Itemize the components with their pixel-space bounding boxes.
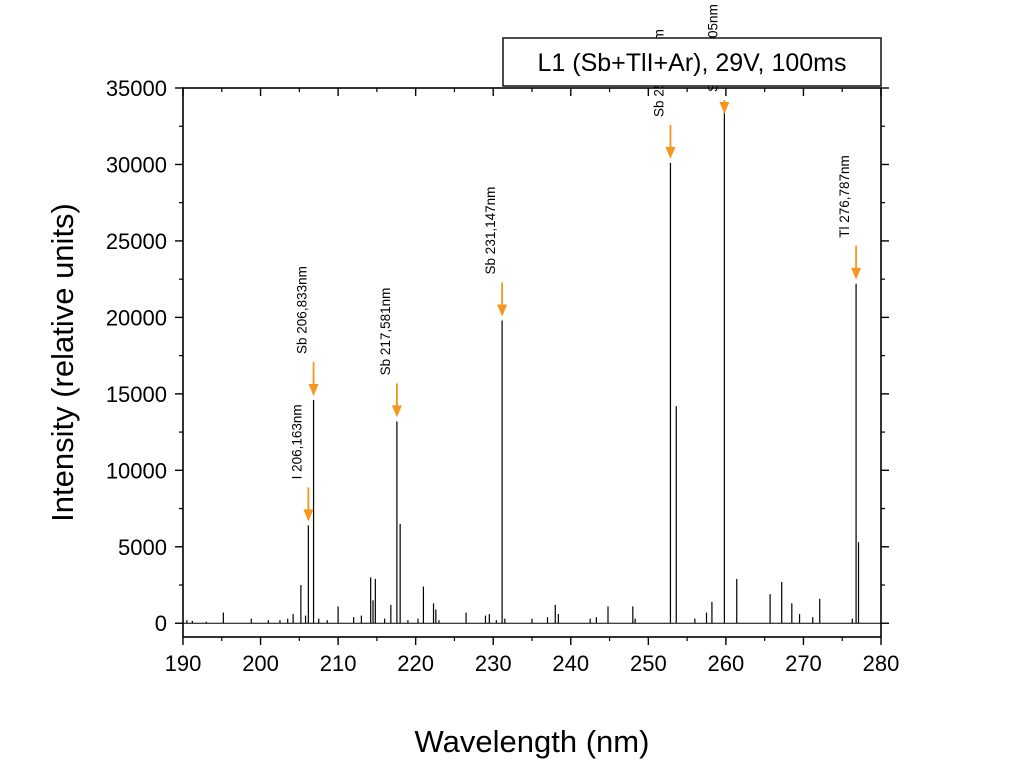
plot-border	[182, 87, 882, 638]
x-tick-label: 220	[397, 651, 434, 676]
peak-label: Tl 276,787nm	[837, 155, 852, 238]
annotation-arrow-head	[851, 267, 862, 280]
x-tick-label: 240	[552, 651, 589, 676]
peak-label: Sb 231,147nm	[483, 187, 498, 275]
peak-label: Sb 206,833nm	[295, 266, 310, 354]
y-tick-label: 15000	[106, 382, 167, 407]
y-tick-label: 20000	[106, 305, 167, 330]
y-axis: 0 5000 10000 15000 20000 25000 30000 35000	[106, 76, 889, 636]
y-tick-label: 35000	[106, 76, 167, 101]
y-tick-label: 25000	[106, 229, 167, 254]
annotation-arrow-head	[665, 146, 676, 159]
annotation-arrow-head	[303, 509, 314, 522]
x-axis: 190 200 210 220 230 240 250 260 270 280	[165, 88, 900, 676]
x-tick-label: 280	[863, 651, 900, 676]
annotation-arrow-head	[719, 102, 730, 114]
x-axis-title: Wavelength (nm)	[415, 724, 650, 759]
y-tick-label: 0	[155, 611, 167, 636]
legend-box	[502, 37, 882, 87]
x-tick-label: 210	[320, 651, 357, 676]
spectrum-lines	[183, 104, 881, 624]
x-tick-label: 270	[785, 651, 822, 676]
y-tick-label: 30000	[106, 152, 167, 177]
legend: L1 (Sb+TlI+Ar), 29V, 100ms	[502, 37, 882, 87]
peak-label: Sb 217,581nm	[378, 288, 393, 376]
x-tick-label: 250	[630, 651, 667, 676]
peak-label: I 206,163nm	[289, 404, 304, 479]
annotation-arrow-head	[308, 383, 319, 396]
y-axis-title: Intensity (relative units)	[45, 203, 80, 522]
x-tick-label: 260	[708, 651, 745, 676]
x-tick-label: 230	[475, 651, 512, 676]
y-tick-label: 5000	[118, 535, 167, 560]
annotation-arrow-head	[391, 405, 402, 418]
x-tick-label: 190	[165, 651, 202, 676]
plot-frame	[182, 87, 882, 638]
annotation-arrow-head	[497, 304, 508, 317]
legend-label: L1 (Sb+TlI+Ar), 29V, 100ms	[538, 49, 847, 77]
x-tick-label: 200	[242, 651, 279, 676]
y-tick-label: 10000	[106, 458, 167, 483]
